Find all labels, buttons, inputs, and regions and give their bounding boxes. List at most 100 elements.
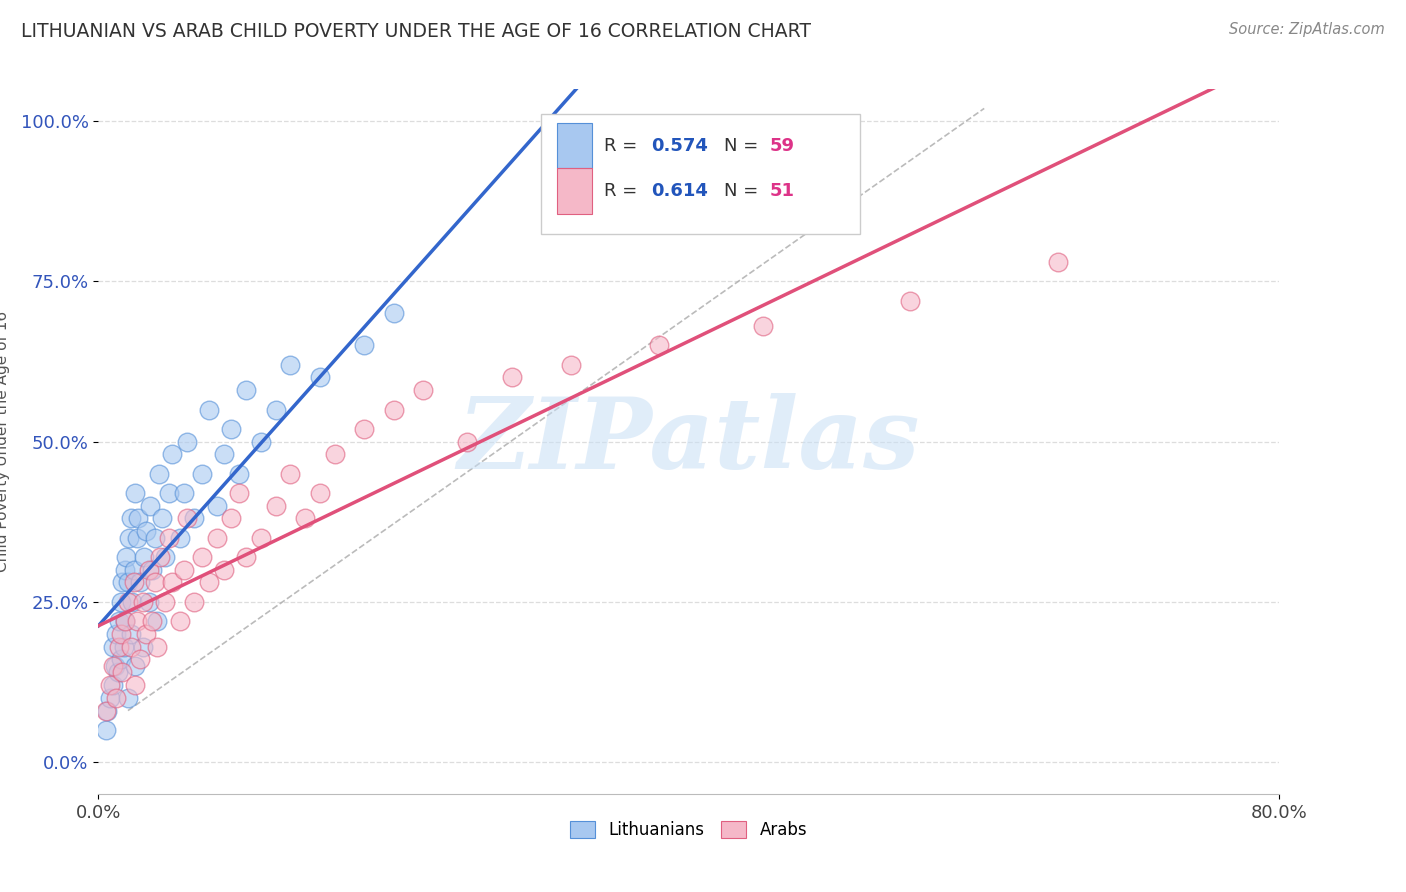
Point bbox=[264, 402, 287, 417]
Text: N =: N = bbox=[724, 136, 765, 154]
Point bbox=[103, 640, 125, 654]
Text: 0.614: 0.614 bbox=[651, 182, 709, 201]
Point bbox=[648, 338, 671, 352]
Point bbox=[118, 531, 141, 545]
Legend: Lithuanians, Arabs: Lithuanians, Arabs bbox=[564, 814, 814, 846]
Point bbox=[205, 499, 228, 513]
Text: 0.574: 0.574 bbox=[651, 136, 709, 154]
Point bbox=[141, 563, 163, 577]
Point bbox=[110, 595, 132, 609]
Text: 51: 51 bbox=[769, 182, 794, 201]
Point bbox=[117, 595, 139, 609]
Point bbox=[124, 658, 146, 673]
Point bbox=[235, 549, 257, 564]
Point bbox=[121, 595, 143, 609]
Point bbox=[105, 626, 128, 640]
Point bbox=[125, 614, 148, 628]
Text: 59: 59 bbox=[769, 136, 794, 154]
Bar bbox=[557, 123, 592, 169]
Point bbox=[94, 723, 117, 737]
Point bbox=[146, 614, 169, 628]
Point bbox=[132, 595, 155, 609]
Point bbox=[162, 447, 183, 461]
Point bbox=[117, 690, 139, 705]
Point bbox=[128, 575, 150, 590]
Point bbox=[135, 524, 157, 539]
Point bbox=[135, 626, 157, 640]
Point bbox=[250, 434, 273, 449]
Point bbox=[141, 614, 163, 628]
Point bbox=[294, 511, 316, 525]
Point bbox=[153, 595, 176, 609]
Point bbox=[104, 658, 127, 673]
Point bbox=[120, 626, 142, 640]
Point bbox=[96, 704, 118, 718]
Point bbox=[157, 485, 180, 500]
Point bbox=[143, 575, 166, 590]
Text: ZIPatlas: ZIPatlas bbox=[458, 393, 920, 490]
Point bbox=[752, 319, 775, 334]
Point bbox=[309, 370, 332, 384]
Point bbox=[122, 575, 145, 590]
Point bbox=[148, 467, 170, 481]
Point bbox=[103, 678, 125, 692]
Point bbox=[111, 665, 134, 680]
Point bbox=[280, 358, 302, 372]
Text: R =: R = bbox=[605, 136, 643, 154]
Point bbox=[153, 549, 176, 564]
Point bbox=[111, 575, 134, 590]
Point bbox=[127, 511, 149, 525]
Point bbox=[198, 402, 221, 417]
Point bbox=[353, 338, 375, 352]
Point bbox=[191, 549, 214, 564]
Point bbox=[212, 563, 235, 577]
Point bbox=[139, 499, 162, 513]
Point bbox=[457, 434, 479, 449]
Bar bbox=[557, 169, 592, 214]
Point bbox=[900, 293, 922, 308]
Text: Source: ZipAtlas.com: Source: ZipAtlas.com bbox=[1229, 22, 1385, 37]
Point bbox=[191, 467, 214, 481]
Point bbox=[162, 575, 183, 590]
Point bbox=[176, 434, 198, 449]
Text: LITHUANIAN VS ARAB CHILD POVERTY UNDER THE AGE OF 16 CORRELATION CHART: LITHUANIAN VS ARAB CHILD POVERTY UNDER T… bbox=[21, 22, 811, 41]
Point bbox=[138, 563, 160, 577]
Point bbox=[98, 678, 121, 692]
Point bbox=[221, 422, 243, 436]
Text: R =: R = bbox=[605, 182, 643, 201]
Point bbox=[235, 384, 257, 398]
Point bbox=[103, 658, 125, 673]
Point bbox=[122, 563, 145, 577]
Point bbox=[264, 499, 287, 513]
Point bbox=[120, 640, 142, 654]
Point bbox=[110, 652, 132, 666]
Point bbox=[176, 511, 198, 525]
Point bbox=[128, 652, 150, 666]
Point bbox=[280, 467, 302, 481]
Point bbox=[114, 614, 136, 628]
Point bbox=[134, 549, 156, 564]
Point bbox=[412, 384, 434, 398]
Point bbox=[323, 447, 346, 461]
Point bbox=[205, 531, 228, 545]
Point bbox=[94, 704, 117, 718]
Point bbox=[228, 485, 250, 500]
Point bbox=[173, 563, 195, 577]
Point bbox=[309, 485, 332, 500]
Point bbox=[169, 614, 191, 628]
Point bbox=[183, 511, 205, 525]
Text: N =: N = bbox=[724, 182, 765, 201]
Point bbox=[250, 531, 273, 545]
Point bbox=[125, 531, 148, 545]
Point bbox=[382, 306, 405, 320]
Point bbox=[212, 447, 235, 461]
Point bbox=[605, 146, 627, 161]
Point bbox=[198, 575, 221, 590]
Point bbox=[228, 467, 250, 481]
Point bbox=[138, 595, 160, 609]
Point bbox=[221, 511, 243, 525]
Point bbox=[108, 640, 131, 654]
Point bbox=[143, 531, 166, 545]
Point bbox=[114, 563, 136, 577]
Y-axis label: Child Poverty Under the Age of 16: Child Poverty Under the Age of 16 bbox=[0, 311, 10, 572]
